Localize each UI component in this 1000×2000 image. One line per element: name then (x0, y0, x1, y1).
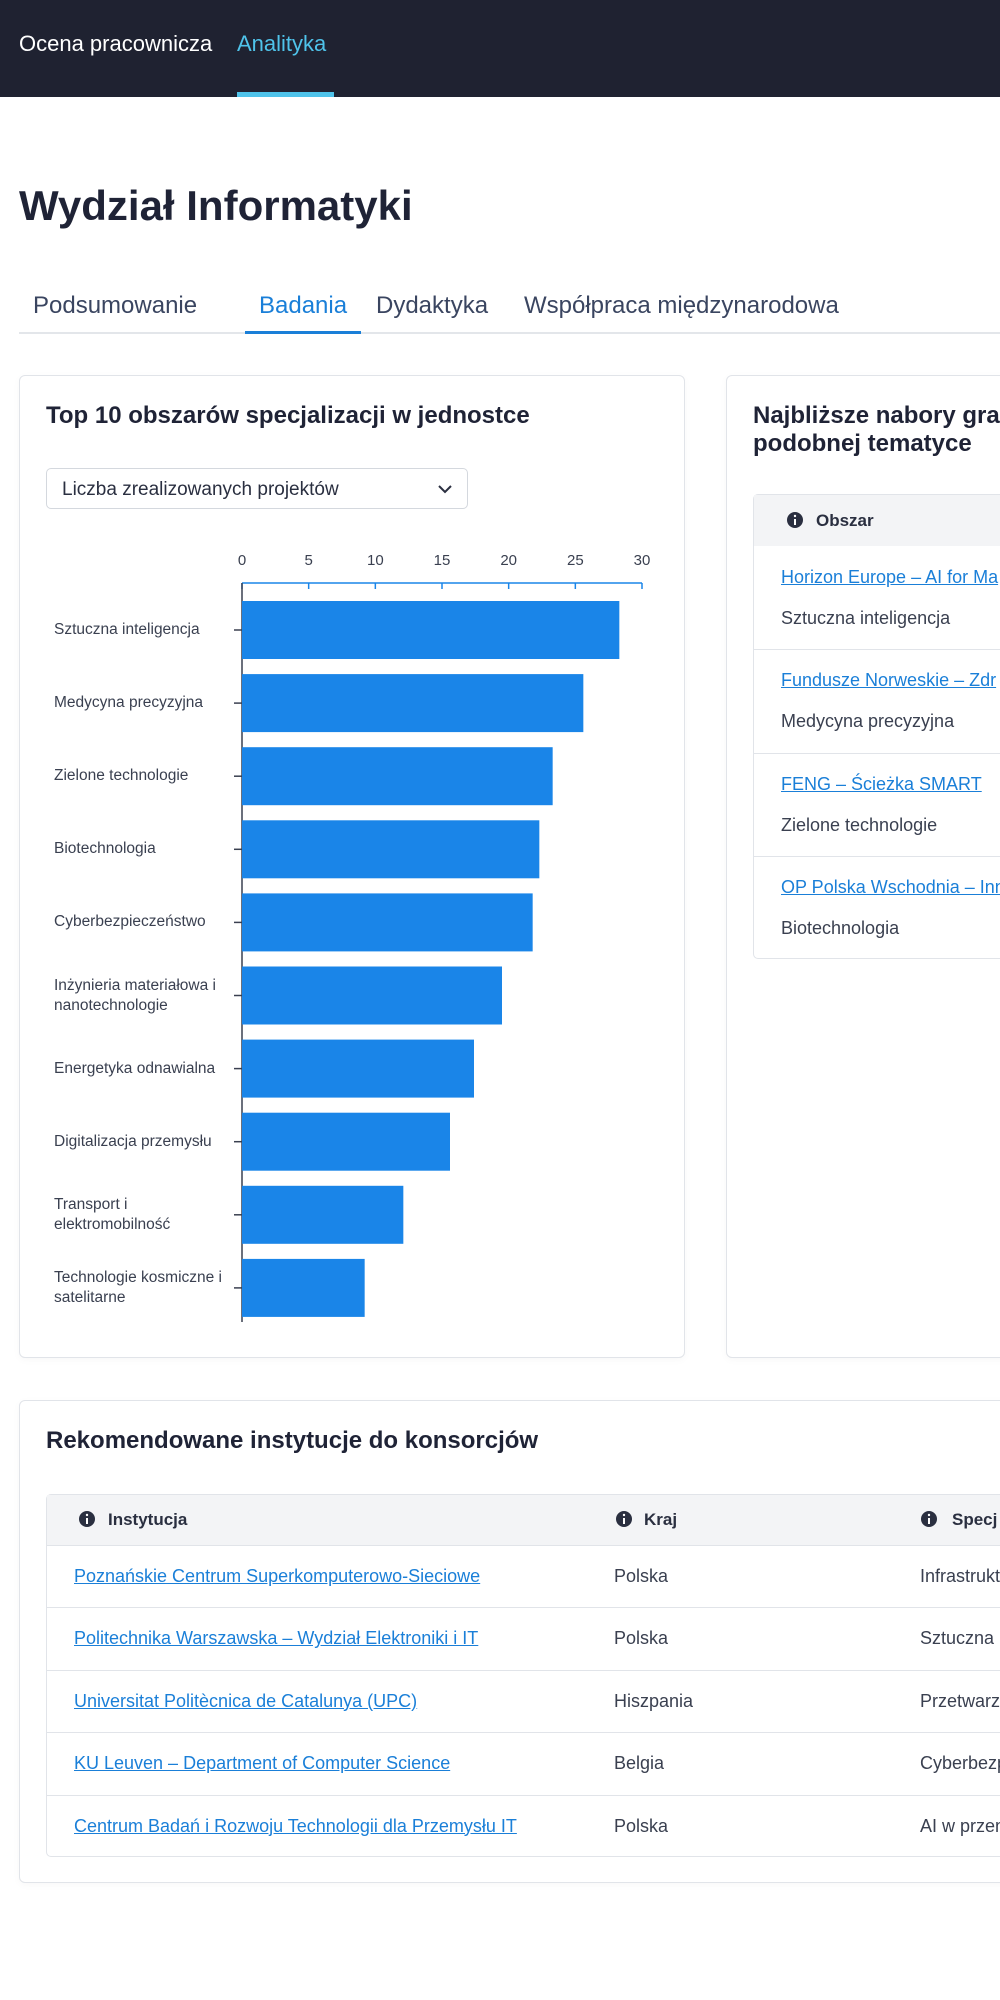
cell: Hiszpania (614, 1690, 694, 1711)
x-tick-label: 10 (367, 552, 384, 569)
grant-link[interactable]: OP Polska Wschodnia – Inn (781, 876, 1000, 897)
info-stem (794, 519, 796, 525)
grants-table (753, 494, 1000, 959)
bar (242, 1258, 365, 1317)
info-dot (793, 514, 797, 518)
row-divider (754, 649, 1000, 651)
top-nav (0, 0, 1000, 97)
x-tick-label: 20 (500, 552, 517, 569)
info-icon[interactable] (786, 511, 804, 529)
grant-area: Zielone technologie (781, 814, 938, 835)
row-divider (47, 1545, 1000, 1546)
row-divider (47, 1732, 1000, 1734)
row-divider (47, 1669, 1000, 1671)
info-icon[interactable] (78, 1510, 96, 1528)
tabs-divider (19, 332, 1000, 334)
row-divider (754, 855, 1000, 857)
row-divider (754, 752, 1000, 754)
cell: Cyberbezp (920, 1753, 1000, 1774)
column-header: Obszar (816, 511, 874, 530)
bar (242, 1112, 450, 1171)
x-tick-label: 0 (238, 552, 246, 569)
nav-brand[interactable]: Ocena pracownicza (19, 31, 213, 56)
cell: Belgia (614, 1753, 665, 1774)
info-dot (927, 1513, 931, 1517)
institution-link[interactable]: KU Leuven – Department of Computer Scien… (74, 1753, 451, 1774)
y-tick-label: Technologie kosmiczne i satelitarne (54, 1268, 223, 1306)
info-icon[interactable] (615, 1510, 633, 1528)
y-tick-label: Biotechnologia (54, 840, 156, 858)
info-stem (86, 1518, 88, 1524)
card-title: Top 10 obszarów specjalizacji w jednostc… (46, 402, 530, 429)
tab[interactable]: Podsumowanie (33, 292, 198, 319)
bar (242, 674, 584, 733)
y-tick-label: Digitalizacja przemysłu (54, 1132, 212, 1150)
institutions-card (19, 1400, 1000, 1883)
info-dot (85, 1513, 89, 1517)
dropdown-value: Liczba zrealizowanych projektów (62, 479, 339, 500)
info-stem (623, 1518, 625, 1524)
bar (242, 601, 620, 659)
y-tick-label: Sztuczna inteligencja (54, 621, 200, 638)
dropdown[interactable]: Liczba zrealizowanych projektów (46, 468, 468, 509)
card-title: podobnej tematyce (753, 430, 972, 457)
info-dot (622, 1513, 626, 1517)
cell: Polska (614, 1815, 669, 1836)
column-header: Kraj (644, 1510, 678, 1529)
institutions-table (46, 1494, 1000, 1857)
grant-area: Biotechnologia (781, 917, 900, 938)
bar (242, 1039, 474, 1098)
page-title: Wydział Informatyki (19, 182, 413, 229)
bar (242, 893, 533, 952)
bar (242, 820, 540, 879)
grant-area: Sztuczna inteligencja (781, 608, 951, 628)
tab[interactable]: Dydaktyka (376, 292, 489, 319)
card-title: Rekomendowane instytucje do konsorcjów (46, 1427, 539, 1454)
y-tick-label: Medycyna precyzyjna (54, 694, 204, 712)
cell: Przetwarz (920, 1690, 1000, 1711)
institution-link[interactable]: Centrum Badań i Rozwoju Technologii dla … (74, 1815, 517, 1836)
table-header (47, 1495, 1000, 1545)
y-tick-label: Transport i elektromobilność (54, 1195, 171, 1233)
institution-link[interactable]: Poznańskie Centrum Superkomputerowo-Siec… (74, 1566, 481, 1586)
nav-underline (237, 92, 334, 97)
cell: Polska (614, 1566, 669, 1586)
grant-area: Medycyna precyzyjna (781, 711, 955, 732)
y-tick-label: Inżynieria materiałowa i nanotechnologie (54, 976, 216, 1014)
x-tick-label: 15 (434, 552, 451, 569)
grant-link[interactable]: Fundusze Norweskie – Zdr (781, 670, 997, 691)
institution-link[interactable]: Politechnika Warszawska – Wydział Elektr… (74, 1628, 479, 1649)
x-tick-label: 30 (634, 552, 651, 569)
info-icon[interactable] (920, 1510, 938, 1528)
column-header: Specj (952, 1510, 998, 1529)
cell: AI w przem (920, 1815, 1000, 1836)
cell: Infrastrukt (920, 1566, 1000, 1586)
bar (242, 966, 502, 1025)
nav-item-active[interactable]: Analityka (237, 31, 327, 56)
y-tick-label: Energetyka odnawialna (54, 1059, 216, 1077)
card-title: Najbliższe nabory gra (753, 402, 1000, 429)
grant-link[interactable]: Horizon Europe – AI for Ma (781, 567, 999, 587)
y-tick-label: Zielone technologie (54, 767, 189, 785)
institution-link[interactable]: Universitat Politècnica de Catalunya (UP… (74, 1690, 418, 1711)
x-tick-label: 5 (304, 552, 312, 569)
y-tick-label: Cyberbezpieczeństwo (54, 913, 206, 931)
column-header: Instytucja (108, 1510, 188, 1529)
tab[interactable]: Badania (259, 292, 348, 319)
grant-link[interactable]: FENG – Ścieżka SMART (781, 773, 982, 794)
bar (242, 1185, 404, 1244)
tab-underline (245, 331, 361, 334)
cell: Polska (614, 1628, 669, 1649)
row-divider (47, 1794, 1000, 1796)
row-divider (47, 1607, 1000, 1609)
cell: Sztuczna i (920, 1628, 1000, 1649)
chevron (438, 485, 452, 494)
tab[interactable]: Współpraca międzynarodowa (524, 292, 839, 319)
bar (242, 747, 553, 806)
info-stem (928, 1518, 930, 1524)
x-tick-label: 25 (567, 552, 584, 569)
bar-chart: 0 5 10 15 20 25 30 (234, 552, 651, 1322)
